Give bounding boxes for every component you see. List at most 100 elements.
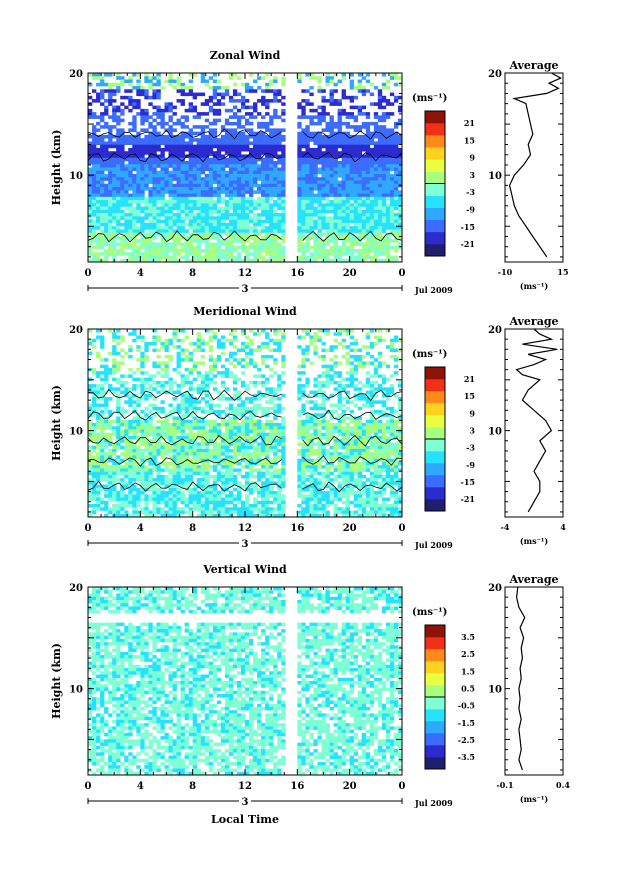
heatmap-cell xyxy=(305,220,309,224)
heatmap-cell xyxy=(120,420,124,424)
heatmap-cell xyxy=(301,352,305,356)
heatmap-cell xyxy=(112,239,116,243)
heatmap-cell xyxy=(301,151,305,155)
heatmap-cell xyxy=(128,197,132,201)
heatmap-cell xyxy=(120,128,124,132)
heatmap-cell xyxy=(362,184,366,188)
heatmap-cell xyxy=(326,177,330,181)
heatmap-cell xyxy=(386,436,390,440)
heatmap-cell xyxy=(140,128,144,132)
heatmap-cell xyxy=(253,407,257,411)
heatmap-cell xyxy=(173,128,177,132)
heatmap-cell xyxy=(237,99,241,103)
heatmap-cell xyxy=(229,190,233,194)
heatmap-cell xyxy=(382,115,386,119)
heatmap-cell xyxy=(374,115,378,119)
heatmap-cell xyxy=(386,177,390,181)
heatmap-cell xyxy=(317,423,321,427)
heatmap-cell xyxy=(257,125,261,129)
heatmap-cell xyxy=(261,148,265,152)
heatmap-cell xyxy=(96,203,100,207)
heatmap-cell xyxy=(313,161,317,165)
heatmap-cell xyxy=(313,177,317,181)
heatmap-cell xyxy=(237,429,241,433)
heatmap-cell xyxy=(241,190,245,194)
heatmap-cell xyxy=(350,181,354,185)
colorbar-swatch xyxy=(425,232,445,244)
heatmap-cell xyxy=(116,442,120,446)
heatmap-cell xyxy=(338,426,342,430)
heatmap-cell xyxy=(160,220,164,224)
heatmap-cell xyxy=(394,365,398,369)
heatmap-cell xyxy=(297,154,301,158)
heatmap-cell xyxy=(144,249,148,253)
heatmap-cell xyxy=(257,177,261,181)
heatmap-cell xyxy=(205,252,209,256)
heatmap-cell xyxy=(330,89,334,93)
heatmap-cell xyxy=(233,181,237,185)
heatmap-cell xyxy=(116,164,120,168)
heatmap-cell xyxy=(366,112,370,116)
heatmap-cell xyxy=(370,361,374,365)
heatmap-cell xyxy=(386,249,390,253)
heatmap-cell xyxy=(100,410,104,414)
heatmap-cell xyxy=(177,429,181,433)
heatmap-cell xyxy=(189,342,193,346)
colorbar-tick-label: 9 xyxy=(469,153,475,163)
heatmap-cell xyxy=(160,400,164,404)
heatmap-cell xyxy=(358,171,362,175)
heatmap-cell xyxy=(313,194,317,198)
heatmap-cell xyxy=(338,80,342,84)
heatmap-cell xyxy=(382,86,386,90)
heatmap-cell xyxy=(309,148,313,152)
heatmap-cell xyxy=(169,73,173,77)
heatmap-cell xyxy=(229,171,233,175)
heatmap-cell xyxy=(237,171,241,175)
heatmap-cell xyxy=(120,76,124,80)
heatmap-cell xyxy=(346,436,350,440)
heatmap-cell xyxy=(209,255,213,259)
heatmap-cell xyxy=(181,329,185,333)
heatmap-cell xyxy=(241,420,245,424)
heatmap-cell xyxy=(269,132,273,136)
heatmap-cell xyxy=(136,429,140,433)
heatmap-cell xyxy=(221,381,225,385)
heatmap-cell xyxy=(358,83,362,87)
heatmap-cell xyxy=(181,168,185,172)
x-tick-label: 12 xyxy=(238,268,252,279)
heatmap-cell xyxy=(116,122,120,126)
heatmap-cell xyxy=(269,181,273,185)
heatmap-cell xyxy=(197,342,201,346)
heatmap-cell xyxy=(297,200,301,204)
heatmap-cell xyxy=(342,223,346,227)
heatmap-cell xyxy=(140,174,144,178)
heatmap-cell xyxy=(112,255,116,259)
heatmap-cell xyxy=(382,242,386,246)
heatmap-cell xyxy=(173,158,177,162)
heatmap-cell xyxy=(177,210,181,214)
heatmap-cell xyxy=(281,112,285,116)
heatmap-cell xyxy=(317,86,321,90)
heatmap-cell xyxy=(152,429,156,433)
heatmap-cell xyxy=(386,223,390,227)
heatmap-cell xyxy=(132,226,136,230)
heatmap-cell xyxy=(201,429,205,433)
heatmap-cell xyxy=(189,239,193,243)
heatmap-cell xyxy=(309,122,313,126)
heatmap-cell xyxy=(273,115,277,119)
heatmap-cell xyxy=(394,233,398,237)
heatmap-cell xyxy=(342,122,346,126)
heatmap-cell xyxy=(120,168,124,172)
heatmap-cell xyxy=(136,249,140,253)
heatmap-cell xyxy=(273,80,277,84)
heatmap-cell xyxy=(366,433,370,437)
heatmap-cell xyxy=(237,407,241,411)
heatmap-cell xyxy=(201,433,205,437)
heatmap-cell xyxy=(120,407,124,411)
heatmap-cell xyxy=(277,433,281,437)
heatmap-cell xyxy=(297,102,301,106)
heatmap-cell xyxy=(136,145,140,149)
heatmap-cell xyxy=(346,216,350,220)
heatmap-cell xyxy=(148,187,152,191)
heatmap-cell xyxy=(100,404,104,408)
